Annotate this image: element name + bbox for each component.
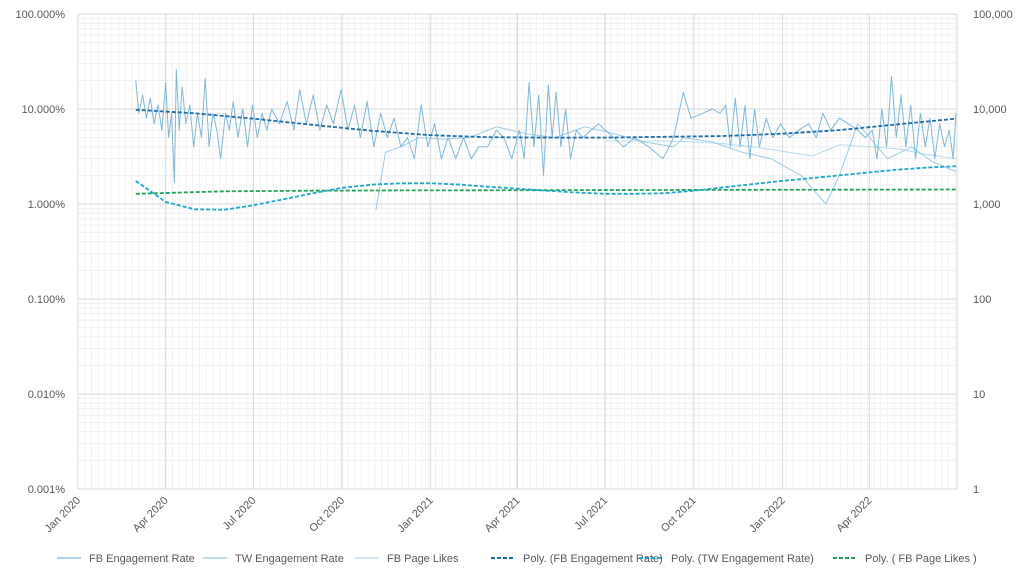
x-tick-label: Jul 2021 — [572, 495, 610, 533]
y-left-tick-label: 0.001% — [28, 484, 66, 496]
y-left-tick-label: 100.000% — [15, 9, 65, 21]
legend-label: FB Page Likes — [387, 553, 459, 565]
series-line-poly-fb-engagement-rate — [135, 108, 957, 139]
y-right-tick-label: 1,000 — [973, 199, 1001, 211]
x-tick-label: Apr 2020 — [131, 495, 171, 535]
x-tick-label: Jul 2020 — [221, 495, 259, 533]
legend-label: TW Engagement Rate — [235, 553, 344, 565]
series-line-poly-fb-page-likes — [135, 188, 957, 195]
y-right-tick-label: 100 — [973, 294, 991, 306]
x-tick-label: Apr 2021 — [483, 495, 523, 535]
x-tick-label: Jan 2021 — [395, 495, 435, 535]
series-line-poly-tw-engagement-rate — [135, 165, 957, 211]
series-line-fb-page-likes — [605, 140, 957, 160]
x-tick-label: Jan 2022 — [747, 495, 787, 535]
legend: FB Engagement Rate TW Engagement Rate FB P… — [57, 553, 977, 565]
y-right-tick-label: 10 — [973, 389, 985, 401]
y-right-tick-label: 1 — [973, 484, 979, 496]
series-layer — [135, 69, 957, 211]
x-tick-label: Jan 2020 — [43, 495, 83, 535]
x-tick-label: Oct 2020 — [307, 495, 347, 535]
y-right-tick-label: 100,000 — [973, 9, 1013, 21]
y-left-tick-label: 0.100% — [28, 294, 66, 306]
legend-label: Poly. ( FB Page Likes ) — [865, 553, 977, 565]
y-right-tick-label: 10,000 — [973, 104, 1007, 116]
legend-label: FB Engagement Rate — [89, 553, 195, 565]
x-tick-label: Oct 2021 — [659, 495, 699, 535]
y-left-tick-label: 0.010% — [28, 389, 66, 401]
grid — [77, 13, 958, 490]
y-left-tick-label: 10.000% — [22, 104, 66, 116]
y-left-tick-label: 1.000% — [28, 199, 66, 211]
series-line-fb-engagement-rate — [135, 69, 957, 183]
series-line-tw-engagement-rate — [375, 123, 957, 211]
x-tick-label: Apr 2022 — [834, 495, 874, 535]
legend-label: Poly. (FB Engagement Rate) — [523, 553, 663, 565]
legend-label: Poly. (TW Engagement Rate) — [671, 553, 814, 565]
